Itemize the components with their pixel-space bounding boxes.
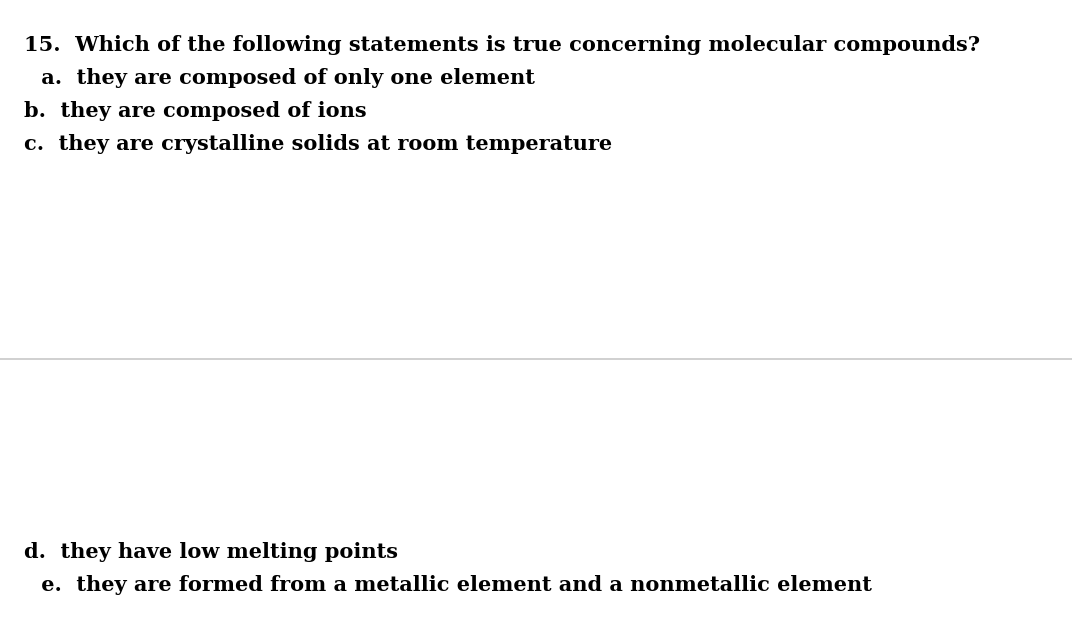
Text: e.  they are formed from a metallic element and a nonmetallic element: e. they are formed from a metallic eleme…: [34, 575, 873, 595]
Text: a.  they are composed of only one element: a. they are composed of only one element: [34, 68, 535, 88]
Text: d.  they have low melting points: d. they have low melting points: [24, 542, 398, 562]
Text: c.  they are crystalline solids at room temperature: c. they are crystalline solids at room t…: [24, 134, 612, 154]
Text: b.  they are composed of ions: b. they are composed of ions: [24, 101, 367, 121]
Text: 15.  Which of the following statements is true concerning molecular compounds?: 15. Which of the following statements is…: [24, 35, 980, 55]
